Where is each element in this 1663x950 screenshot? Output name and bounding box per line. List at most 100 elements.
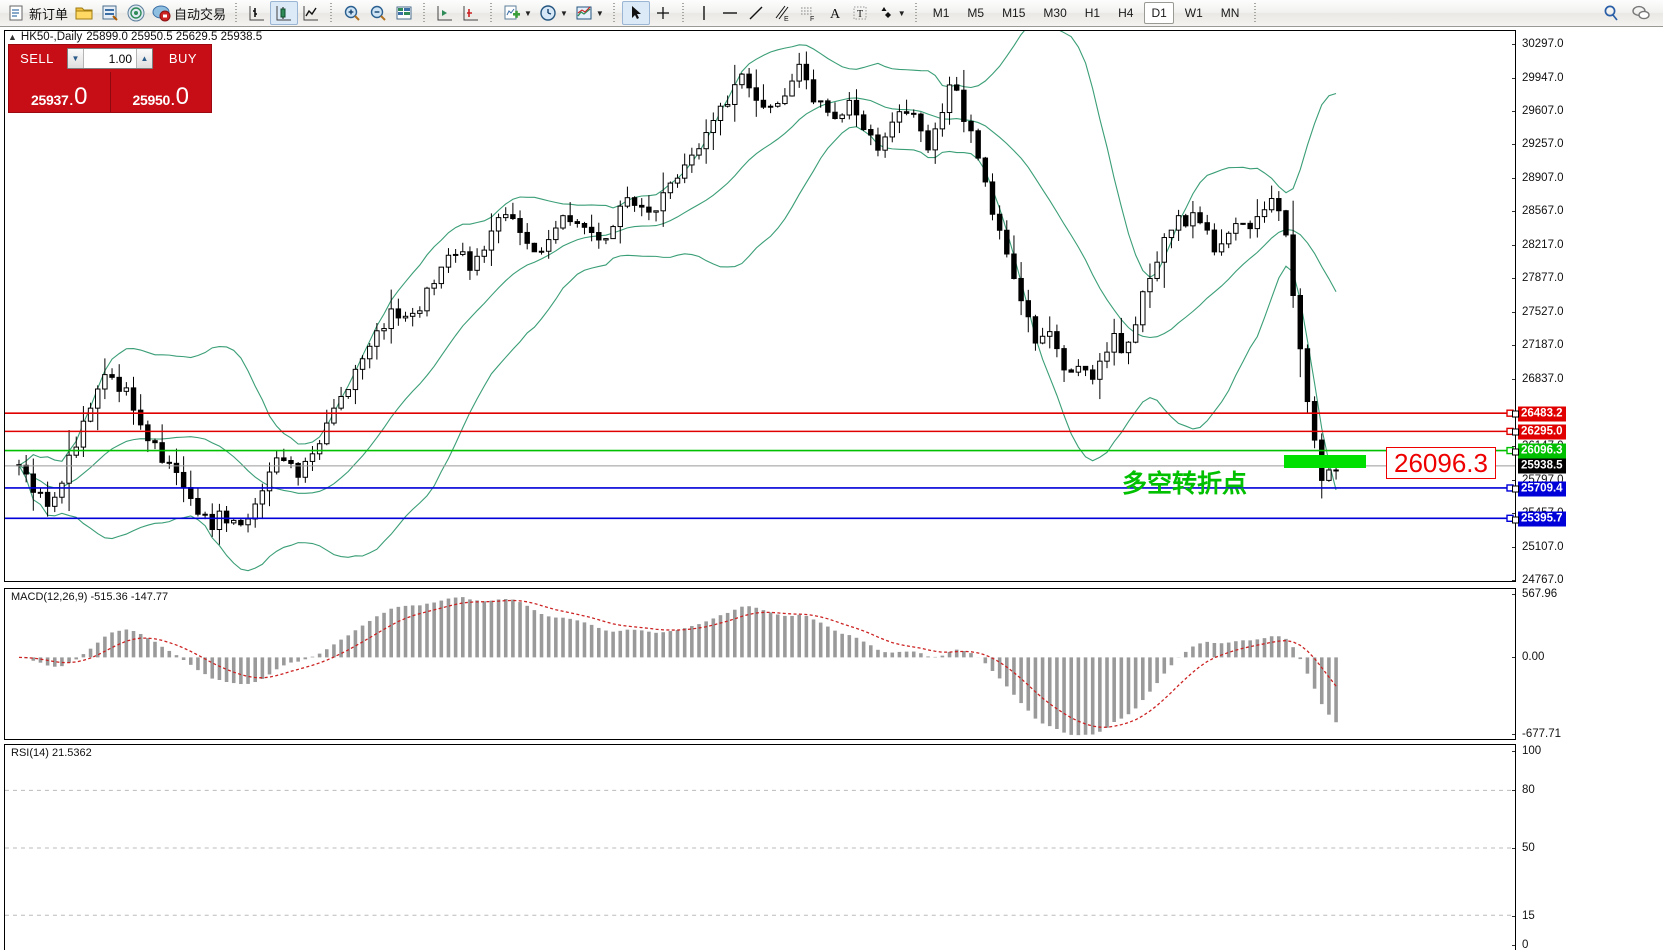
vertical-line-icon bbox=[703, 6, 705, 20]
auto-scroll-icon bbox=[437, 6, 453, 21]
buy-price-separator: . bbox=[170, 93, 175, 108]
macd-label: MACD(12,26,9) -515.36 -147.77 bbox=[9, 591, 171, 603]
zoom-out-button[interactable] bbox=[365, 1, 391, 25]
cursor-tool-button[interactable] bbox=[621, 1, 650, 25]
trendline-button[interactable] bbox=[743, 1, 769, 25]
rsi-tick: 0 bbox=[1511, 939, 1528, 950]
price-tick: 25107.0 bbox=[1512, 541, 1564, 553]
autotrade-button[interactable]: 自动交易 bbox=[149, 1, 229, 25]
sell-label: SELL bbox=[20, 51, 54, 66]
vertical-line-button[interactable] bbox=[691, 1, 717, 25]
equidistant-channel-button[interactable]: E bbox=[769, 1, 795, 25]
timeframe-mn[interactable]: MN bbox=[1220, 6, 1240, 20]
volume-increment-icon[interactable]: ▲ bbox=[136, 49, 152, 68]
timeframe-m15[interactable]: M15 bbox=[1002, 6, 1026, 20]
chevron-down-icon[interactable]: ▼ bbox=[897, 8, 906, 18]
svg-text:E: E bbox=[784, 16, 789, 23]
volume-stepper[interactable]: ▼ 1.00 ▲ bbox=[67, 48, 153, 69]
volume-value[interactable]: 1.00 bbox=[108, 51, 132, 66]
new-order-button[interactable]: 新订单 bbox=[4, 1, 71, 25]
timeframe-d1[interactable]: D1 bbox=[1144, 2, 1174, 24]
chart-workspace[interactable]: 30297.0 29947.0 29607.0 29257.0 28907.0 28567… bbox=[0, 27, 1663, 950]
rsi-tick: 100 bbox=[1511, 745, 1541, 757]
terminal-button[interactable] bbox=[97, 1, 123, 25]
macd-tick: 567.96 bbox=[1511, 588, 1557, 600]
timeframe-m30[interactable]: M30 bbox=[1043, 6, 1067, 20]
volume-decrement-icon[interactable]: ▼ bbox=[68, 49, 84, 68]
candlestick-chart-button[interactable] bbox=[270, 1, 299, 25]
folder-icon bbox=[75, 7, 93, 20]
zoom-in-button[interactable] bbox=[339, 1, 365, 25]
rsi-panel[interactable]: RSI(14) 21.5362 bbox=[4, 744, 1516, 950]
one-click-trading-panel[interactable]: SELL ▼ 1.00 ▲ BUY 25937 . 0 25950 . 0 bbox=[8, 44, 212, 113]
folder-button[interactable] bbox=[71, 1, 97, 25]
price-level-badge[interactable]: 25938.5 bbox=[1518, 458, 1566, 474]
turning-point-annotation: 多空转折点 bbox=[1122, 469, 1248, 498]
timeframe-group: M1 M5 M15 M30 H1 H4 D1 W1 MN bbox=[924, 2, 1249, 24]
macd-panel[interactable]: MACD(12,26,9) -515.36 -147.77 bbox=[4, 588, 1516, 740]
terminal-icon bbox=[102, 5, 118, 21]
indicators-button[interactable]: ▼ bbox=[499, 1, 535, 25]
chevron-down-icon[interactable]: ▼ bbox=[559, 8, 568, 18]
timeframe-m1[interactable]: M1 bbox=[932, 6, 950, 20]
buy-price-fraction: 0 bbox=[175, 83, 189, 110]
period-button[interactable]: ▼ bbox=[535, 1, 571, 25]
symbol-period-label: HK50-,Daily bbox=[20, 31, 83, 43]
data-window-button[interactable] bbox=[391, 1, 417, 25]
auto-scroll-button[interactable] bbox=[432, 1, 458, 25]
text-label-icon: T bbox=[853, 6, 867, 20]
price-chart-panel[interactable] bbox=[4, 30, 1516, 582]
chevron-down-icon[interactable]: ▼ bbox=[524, 8, 532, 18]
autotrade-icon bbox=[152, 5, 171, 22]
search-icon[interactable] bbox=[1601, 3, 1621, 23]
buy-button[interactable]: 25950 . 0 bbox=[109, 72, 212, 112]
sell-price-separator: . bbox=[69, 93, 74, 108]
template-icon bbox=[576, 6, 592, 20]
price-tick: 27187.0 bbox=[1512, 339, 1564, 351]
bar-chart-button[interactable] bbox=[244, 1, 270, 25]
rsi-scale: 100 80 50 15 0 bbox=[1511, 744, 1663, 950]
signal-button[interactable] bbox=[123, 1, 149, 25]
text-label-button[interactable]: T bbox=[847, 1, 873, 25]
macd-svg bbox=[18, 597, 1338, 736]
collapse-arrow-icon[interactable]: ▲ bbox=[8, 32, 17, 42]
timeframe-h1[interactable]: H1 bbox=[1084, 6, 1101, 20]
chat-icon[interactable] bbox=[1631, 3, 1651, 23]
chevron-down-icon[interactable]: ▼ bbox=[595, 8, 604, 18]
price-level-badge[interactable]: 25709.4 bbox=[1512, 481, 1566, 497]
timeframe-w1[interactable]: W1 bbox=[1184, 6, 1203, 20]
price-scale: 30297.0 29947.0 29607.0 29257.0 28907.0 28567… bbox=[1512, 30, 1663, 586]
timeframe-m5[interactable]: M5 bbox=[967, 6, 985, 20]
signal-icon bbox=[127, 4, 145, 22]
rsi-tick: 50 bbox=[1512, 842, 1535, 854]
line-chart-button[interactable] bbox=[298, 1, 324, 25]
buy-price-main: 25950 bbox=[132, 92, 171, 108]
price-tick: 29607.0 bbox=[1512, 105, 1564, 117]
macd-scale: 567.96 0.00 -677.71 bbox=[1511, 588, 1663, 740]
crosshair-tool-button[interactable] bbox=[650, 1, 676, 25]
toolbar-right-group bbox=[1601, 3, 1659, 23]
rsi-tick: 80 bbox=[1512, 784, 1535, 796]
crosshair-icon bbox=[656, 7, 669, 19]
timeframe-h4[interactable]: H4 bbox=[1118, 6, 1134, 20]
price-level-badge[interactable]: 25395.7 bbox=[1512, 511, 1566, 527]
price-level-badge[interactable]: 26295.0 bbox=[1512, 424, 1566, 440]
sell-button[interactable]: 25937 . 0 bbox=[9, 72, 110, 112]
zoom-out-icon bbox=[370, 5, 386, 21]
price-tick: 24767.0 bbox=[1512, 574, 1564, 586]
price-tick: 27527.0 bbox=[1512, 306, 1564, 318]
horizontal-line-button[interactable] bbox=[717, 1, 743, 25]
chart-shift-button[interactable] bbox=[458, 1, 484, 25]
templates-button[interactable]: ▼ bbox=[571, 1, 607, 25]
shapes-icon bbox=[881, 7, 891, 18]
text-icon: A bbox=[830, 7, 841, 22]
rsi-label: RSI(14) 21.5362 bbox=[9, 747, 94, 759]
fibonacci-button[interactable]: F bbox=[795, 1, 821, 25]
price-level-badge[interactable]: 26483.2 bbox=[1512, 406, 1566, 422]
shapes-button[interactable]: ▼ bbox=[873, 1, 909, 25]
toolbar-separator bbox=[328, 3, 335, 23]
text-tool-button[interactable]: A bbox=[821, 1, 847, 25]
line-chart-icon bbox=[303, 6, 319, 21]
price-level-badge[interactable]: 26096.3 bbox=[1512, 443, 1566, 459]
